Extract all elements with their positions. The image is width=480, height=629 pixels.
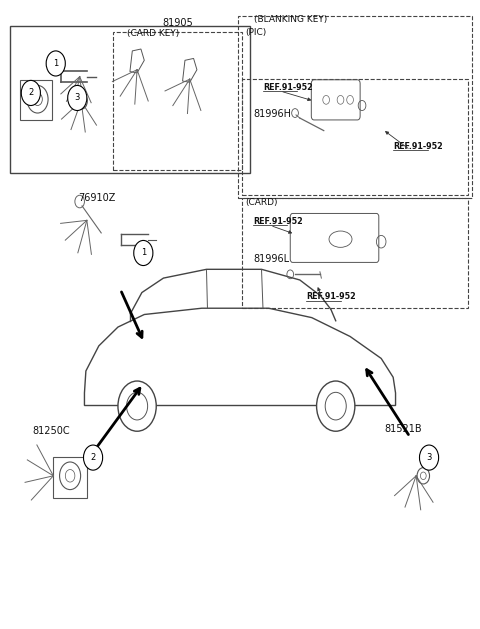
Circle shape [317, 381, 355, 431]
Text: 81996L: 81996L [253, 254, 289, 264]
Text: 81905: 81905 [162, 18, 193, 28]
Circle shape [46, 51, 65, 76]
Text: 81250C: 81250C [32, 426, 70, 436]
Circle shape [21, 81, 40, 106]
Circle shape [118, 381, 156, 431]
Circle shape [134, 240, 153, 265]
Text: REF.91-952: REF.91-952 [393, 142, 443, 151]
Text: (PIC): (PIC) [245, 28, 266, 36]
Text: 76910Z: 76910Z [78, 193, 115, 203]
Circle shape [420, 445, 439, 470]
Text: REF.91-952: REF.91-952 [306, 292, 356, 301]
Text: 1: 1 [53, 59, 59, 68]
Text: 3: 3 [74, 94, 80, 103]
Text: (CARD): (CARD) [245, 198, 277, 208]
Text: 1: 1 [141, 248, 146, 257]
Circle shape [84, 445, 103, 470]
Circle shape [68, 86, 87, 111]
Text: 81996H: 81996H [253, 109, 291, 119]
Text: 3: 3 [426, 453, 432, 462]
Text: REF.91-952: REF.91-952 [263, 83, 313, 92]
Text: 2: 2 [28, 89, 34, 97]
Text: 2: 2 [90, 453, 96, 462]
Text: REF.91-952: REF.91-952 [253, 217, 303, 226]
Text: (CARD KEY): (CARD KEY) [127, 29, 179, 38]
Text: 81521B: 81521B [384, 424, 421, 434]
Text: (BLANKING KEY): (BLANKING KEY) [254, 15, 328, 24]
